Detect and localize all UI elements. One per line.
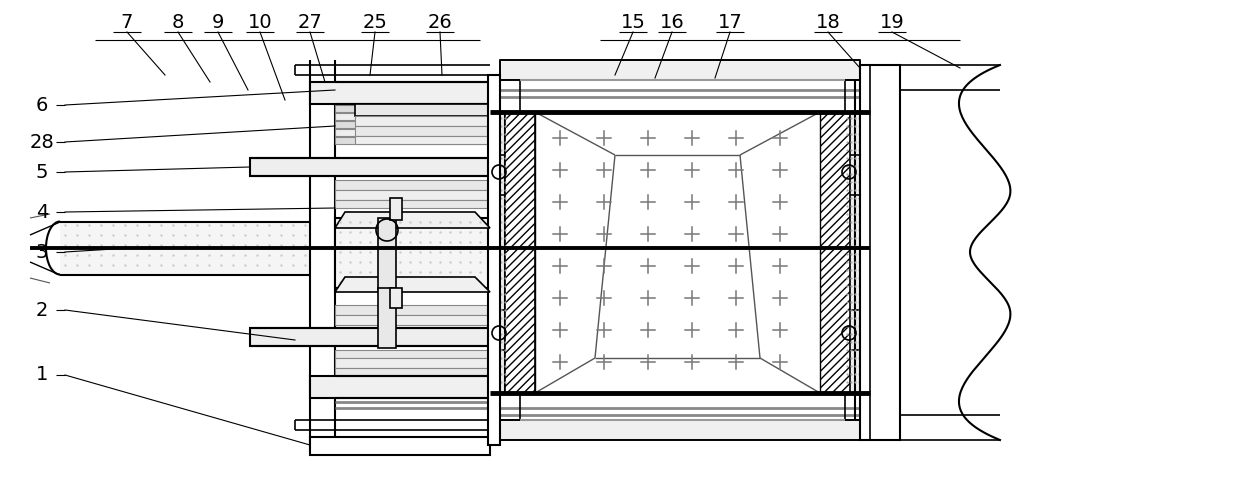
Bar bbox=[500, 420, 861, 440]
Bar bbox=[844, 112, 861, 393]
Bar bbox=[490, 155, 512, 195]
Bar bbox=[500, 60, 861, 80]
Bar bbox=[391, 198, 402, 220]
Bar bbox=[250, 328, 490, 346]
Text: 17: 17 bbox=[718, 12, 743, 31]
Bar bbox=[335, 137, 490, 144]
Bar bbox=[490, 112, 505, 393]
Bar bbox=[391, 288, 402, 308]
Text: 26: 26 bbox=[428, 12, 453, 31]
Text: 1: 1 bbox=[36, 365, 48, 384]
Text: 10: 10 bbox=[248, 12, 273, 31]
Bar bbox=[838, 155, 861, 195]
Bar bbox=[335, 368, 490, 376]
Bar bbox=[861, 65, 900, 440]
Bar bbox=[820, 112, 849, 393]
Bar bbox=[378, 288, 396, 348]
Bar bbox=[335, 200, 490, 208]
Bar bbox=[335, 358, 490, 368]
Bar bbox=[335, 190, 490, 200]
Bar bbox=[378, 218, 396, 290]
Text: 18: 18 bbox=[816, 12, 841, 31]
Text: 4: 4 bbox=[36, 202, 48, 221]
Bar bbox=[335, 315, 490, 325]
Text: 3: 3 bbox=[36, 243, 48, 262]
Polygon shape bbox=[335, 277, 490, 292]
Bar bbox=[505, 112, 534, 393]
Text: 9: 9 bbox=[212, 12, 224, 31]
Text: 15: 15 bbox=[620, 12, 646, 31]
Text: 2: 2 bbox=[36, 300, 48, 320]
Bar bbox=[838, 310, 861, 350]
Bar bbox=[335, 129, 490, 136]
Bar bbox=[355, 126, 490, 136]
Bar bbox=[335, 350, 490, 358]
Text: 28: 28 bbox=[30, 133, 55, 152]
Bar bbox=[310, 376, 490, 398]
Bar bbox=[355, 136, 490, 144]
Bar bbox=[534, 112, 820, 393]
Bar bbox=[335, 180, 490, 190]
Bar bbox=[335, 121, 490, 128]
Text: 27: 27 bbox=[298, 12, 322, 31]
Bar bbox=[310, 437, 490, 455]
Text: 25: 25 bbox=[362, 12, 387, 31]
Bar bbox=[489, 75, 500, 445]
Text: 7: 7 bbox=[120, 12, 133, 31]
Text: 6: 6 bbox=[36, 96, 48, 114]
Bar bbox=[490, 310, 512, 350]
Bar bbox=[250, 158, 490, 176]
Bar bbox=[335, 305, 490, 315]
Bar bbox=[335, 218, 490, 288]
Polygon shape bbox=[335, 212, 490, 228]
Bar bbox=[355, 104, 490, 116]
Bar bbox=[310, 82, 490, 104]
Bar bbox=[335, 113, 490, 120]
Text: 5: 5 bbox=[36, 163, 48, 182]
Bar bbox=[355, 116, 490, 126]
Bar bbox=[335, 105, 490, 112]
Text: 16: 16 bbox=[660, 12, 684, 31]
Text: 8: 8 bbox=[172, 12, 185, 31]
Text: 19: 19 bbox=[879, 12, 904, 31]
Bar bbox=[60, 222, 310, 275]
